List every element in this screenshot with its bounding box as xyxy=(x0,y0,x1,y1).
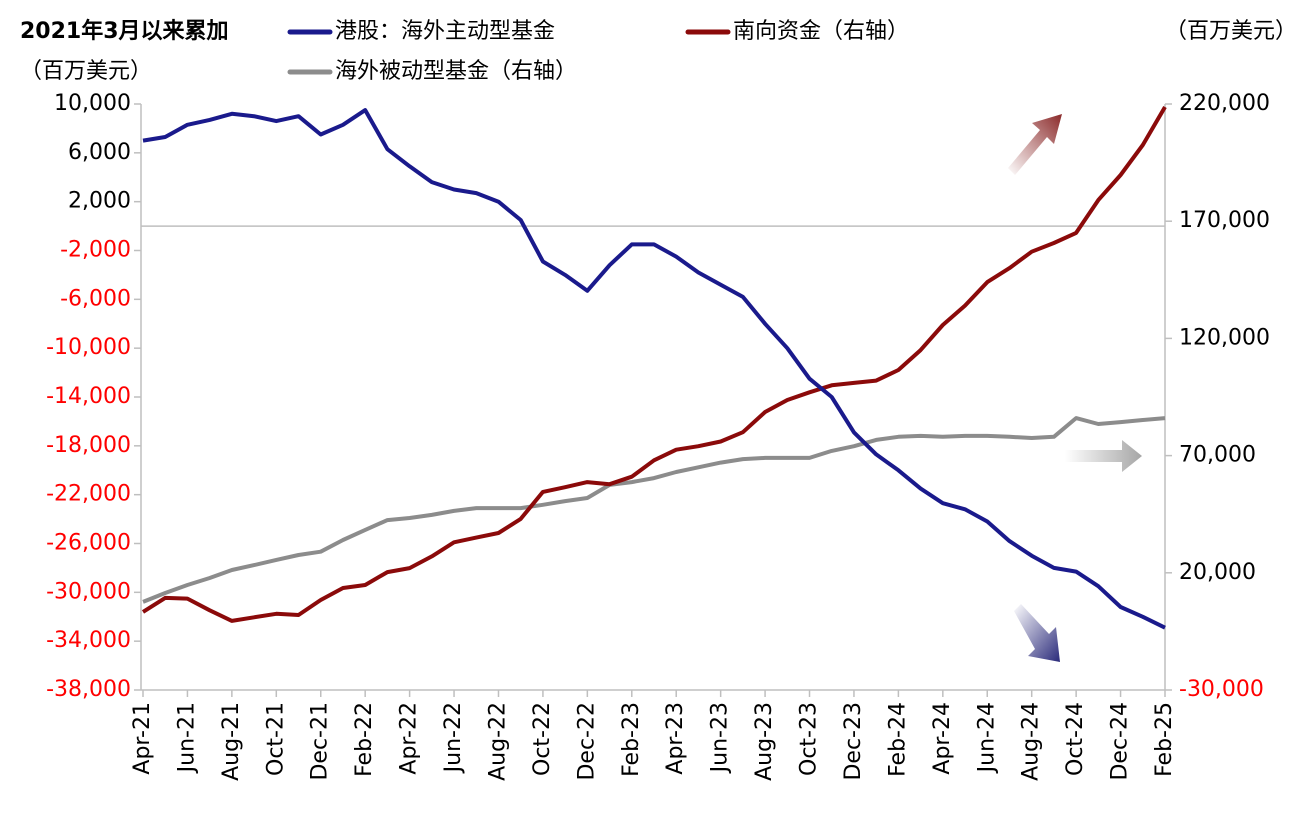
x-tick-label: Oct-23 xyxy=(797,702,822,776)
x-tick-label: Apr-24 xyxy=(930,702,955,775)
x-tick-label: Apr-22 xyxy=(397,702,422,775)
y2-tick-label: -30,000 xyxy=(1179,677,1264,702)
legend-label: 港股：海外主动型基金 xyxy=(335,19,555,44)
x-tick-label: Dec-24 xyxy=(1108,702,1133,781)
y-tick-label: -34,000 xyxy=(46,628,131,653)
series-line xyxy=(142,108,1166,630)
y-tick-label: -22,000 xyxy=(46,482,131,507)
x-tick-label: Aug-24 xyxy=(1019,702,1044,781)
y-tick-label: -10,000 xyxy=(46,335,131,360)
x-tick-label: Oct-22 xyxy=(530,702,555,776)
x-tick-label: Jun-22 xyxy=(441,702,466,774)
x-tick-label: Feb-23 xyxy=(619,702,644,777)
y-tick-label: -38,000 xyxy=(46,677,131,702)
y2-tick-label: 20,000 xyxy=(1179,560,1256,585)
y-tick-label: -2,000 xyxy=(60,238,131,263)
y2-tick-label: 70,000 xyxy=(1179,443,1256,468)
series-line xyxy=(142,416,1166,604)
x-tick-label: Jun-23 xyxy=(708,702,733,774)
y-tick-label: 6,000 xyxy=(68,140,131,165)
x-tick-label: Feb-24 xyxy=(885,702,910,777)
x-tick-label: Aug-21 xyxy=(219,702,244,781)
legend-label: 南向资金（右轴） xyxy=(733,19,909,44)
y2-tick-label: 170,000 xyxy=(1179,208,1270,233)
x-tick-label: Jun-21 xyxy=(174,702,199,774)
chart-title: 2021年3月以来累加 xyxy=(20,18,229,44)
y-tick-label: -30,000 xyxy=(46,579,131,604)
y-tick-label: -6,000 xyxy=(60,286,131,311)
y-tick-label: -18,000 xyxy=(46,433,131,458)
x-tick-label: Oct-24 xyxy=(1063,702,1088,776)
x-tick-label: Aug-22 xyxy=(485,702,510,781)
y-tick-label: 2,000 xyxy=(68,189,131,214)
legend-label: 海外被动型基金（右轴） xyxy=(335,59,577,84)
x-tick-label: Oct-21 xyxy=(263,702,288,776)
x-tick-label: Apr-23 xyxy=(663,702,688,775)
arrow-right xyxy=(1065,440,1142,472)
x-tick-label: Aug-23 xyxy=(752,702,777,781)
x-tick-label: Apr-21 xyxy=(130,702,155,775)
y2-axis-label: （百万美元） xyxy=(1165,19,1297,44)
y-tick-label: -14,000 xyxy=(46,384,131,409)
x-tick-label: Feb-25 xyxy=(1152,702,1177,777)
x-tick-label: Feb-22 xyxy=(352,702,377,777)
y-tick-label: -26,000 xyxy=(46,531,131,556)
y-tick-label: 10,000 xyxy=(54,91,131,116)
series-line xyxy=(141,105,1167,623)
x-tick-label: Dec-21 xyxy=(308,702,333,781)
y2-tick-label: 120,000 xyxy=(1179,325,1270,350)
y2-tick-label: 220,000 xyxy=(1179,91,1270,116)
y-axis-label: （百万美元） xyxy=(20,59,152,84)
arrow-down xyxy=(1014,604,1060,662)
arrow-up xyxy=(1008,114,1062,175)
x-tick-label: Dec-23 xyxy=(841,702,866,781)
x-tick-label: Dec-22 xyxy=(574,702,599,781)
x-tick-label: Jun-24 xyxy=(974,702,999,774)
